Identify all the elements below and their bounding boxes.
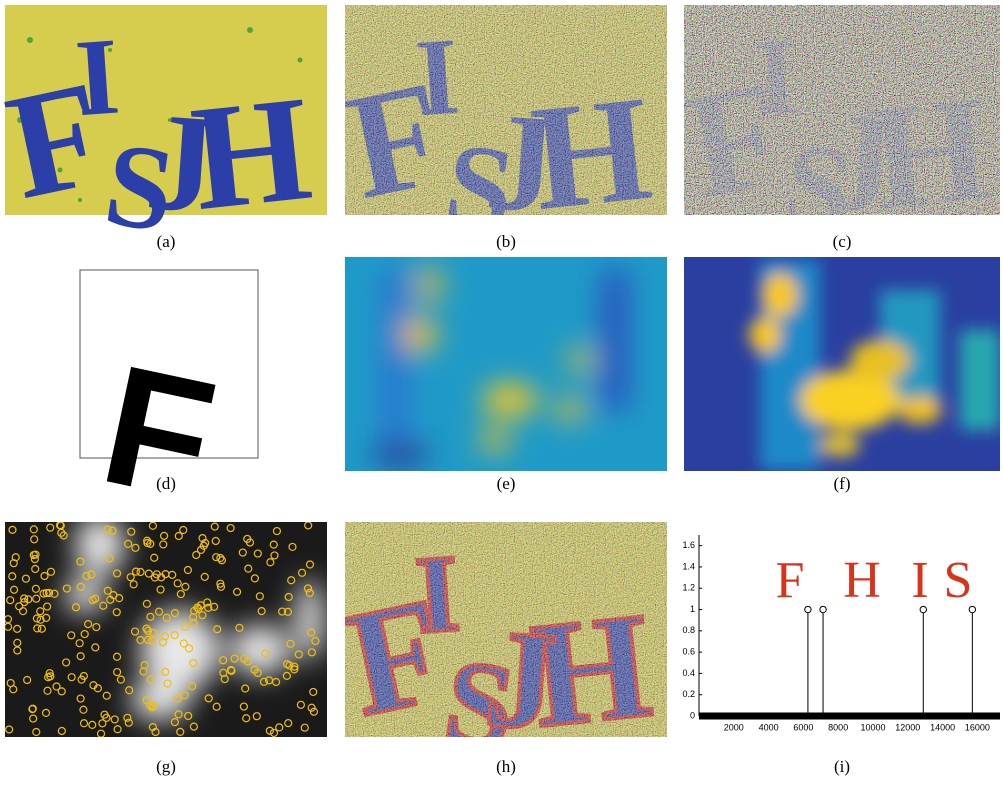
y-tick-label: 1.4 xyxy=(682,561,695,571)
image-a xyxy=(0,5,327,257)
y-tick-label: 1.6 xyxy=(682,540,695,550)
y-tick-label: 0.2 xyxy=(682,689,695,699)
annotation: I xyxy=(911,552,928,609)
panel-label: (g) xyxy=(156,757,176,776)
x-tick-label: 10000 xyxy=(860,722,885,732)
image-g xyxy=(5,515,327,737)
panel-label: (h) xyxy=(496,757,516,776)
stem-chart: 0 0.2 0.4 0.6 0.8 1 1.2 1.4 1.6 2000 4000 6000 8000 1… xyxy=(682,535,1000,732)
image-e xyxy=(345,257,667,471)
x-tick-label: 2000 xyxy=(724,722,744,732)
x-tick-label: 12000 xyxy=(895,722,920,732)
panel-label: (e) xyxy=(497,474,516,493)
stem-marker xyxy=(805,606,811,612)
stem-marker xyxy=(820,606,826,612)
annotation: F xyxy=(776,552,805,609)
x-tick-label: 4000 xyxy=(759,722,779,732)
image-b xyxy=(335,5,667,257)
panel-label: (i) xyxy=(834,757,850,776)
y-tick-label: 1 xyxy=(690,604,695,614)
figure: F H S J I F xyxy=(0,0,1003,784)
x-tick-label: 14000 xyxy=(930,722,955,732)
panel-label: (c) xyxy=(833,232,852,251)
annotation: S xyxy=(944,552,973,609)
image-h xyxy=(335,522,667,774)
x-tick-label: 8000 xyxy=(828,722,848,732)
panel-label: (a) xyxy=(157,232,176,251)
image-c xyxy=(674,5,1000,257)
y-tick-label: 0.8 xyxy=(682,625,695,635)
y-tick-label: 1.2 xyxy=(682,583,695,593)
image-d: F xyxy=(80,270,258,537)
x-tick-label: 16000 xyxy=(965,722,990,732)
annotation: H xyxy=(843,552,881,609)
panel-label: (b) xyxy=(496,232,516,251)
panel-label: (f) xyxy=(834,474,851,493)
y-tick-label: 0.6 xyxy=(682,646,695,656)
image-f xyxy=(684,257,1000,471)
x-tick-label: 6000 xyxy=(793,722,813,732)
y-tick-label: 0 xyxy=(690,710,695,720)
panel-label: (d) xyxy=(156,474,176,493)
y-tick-label: 0.4 xyxy=(682,668,695,678)
